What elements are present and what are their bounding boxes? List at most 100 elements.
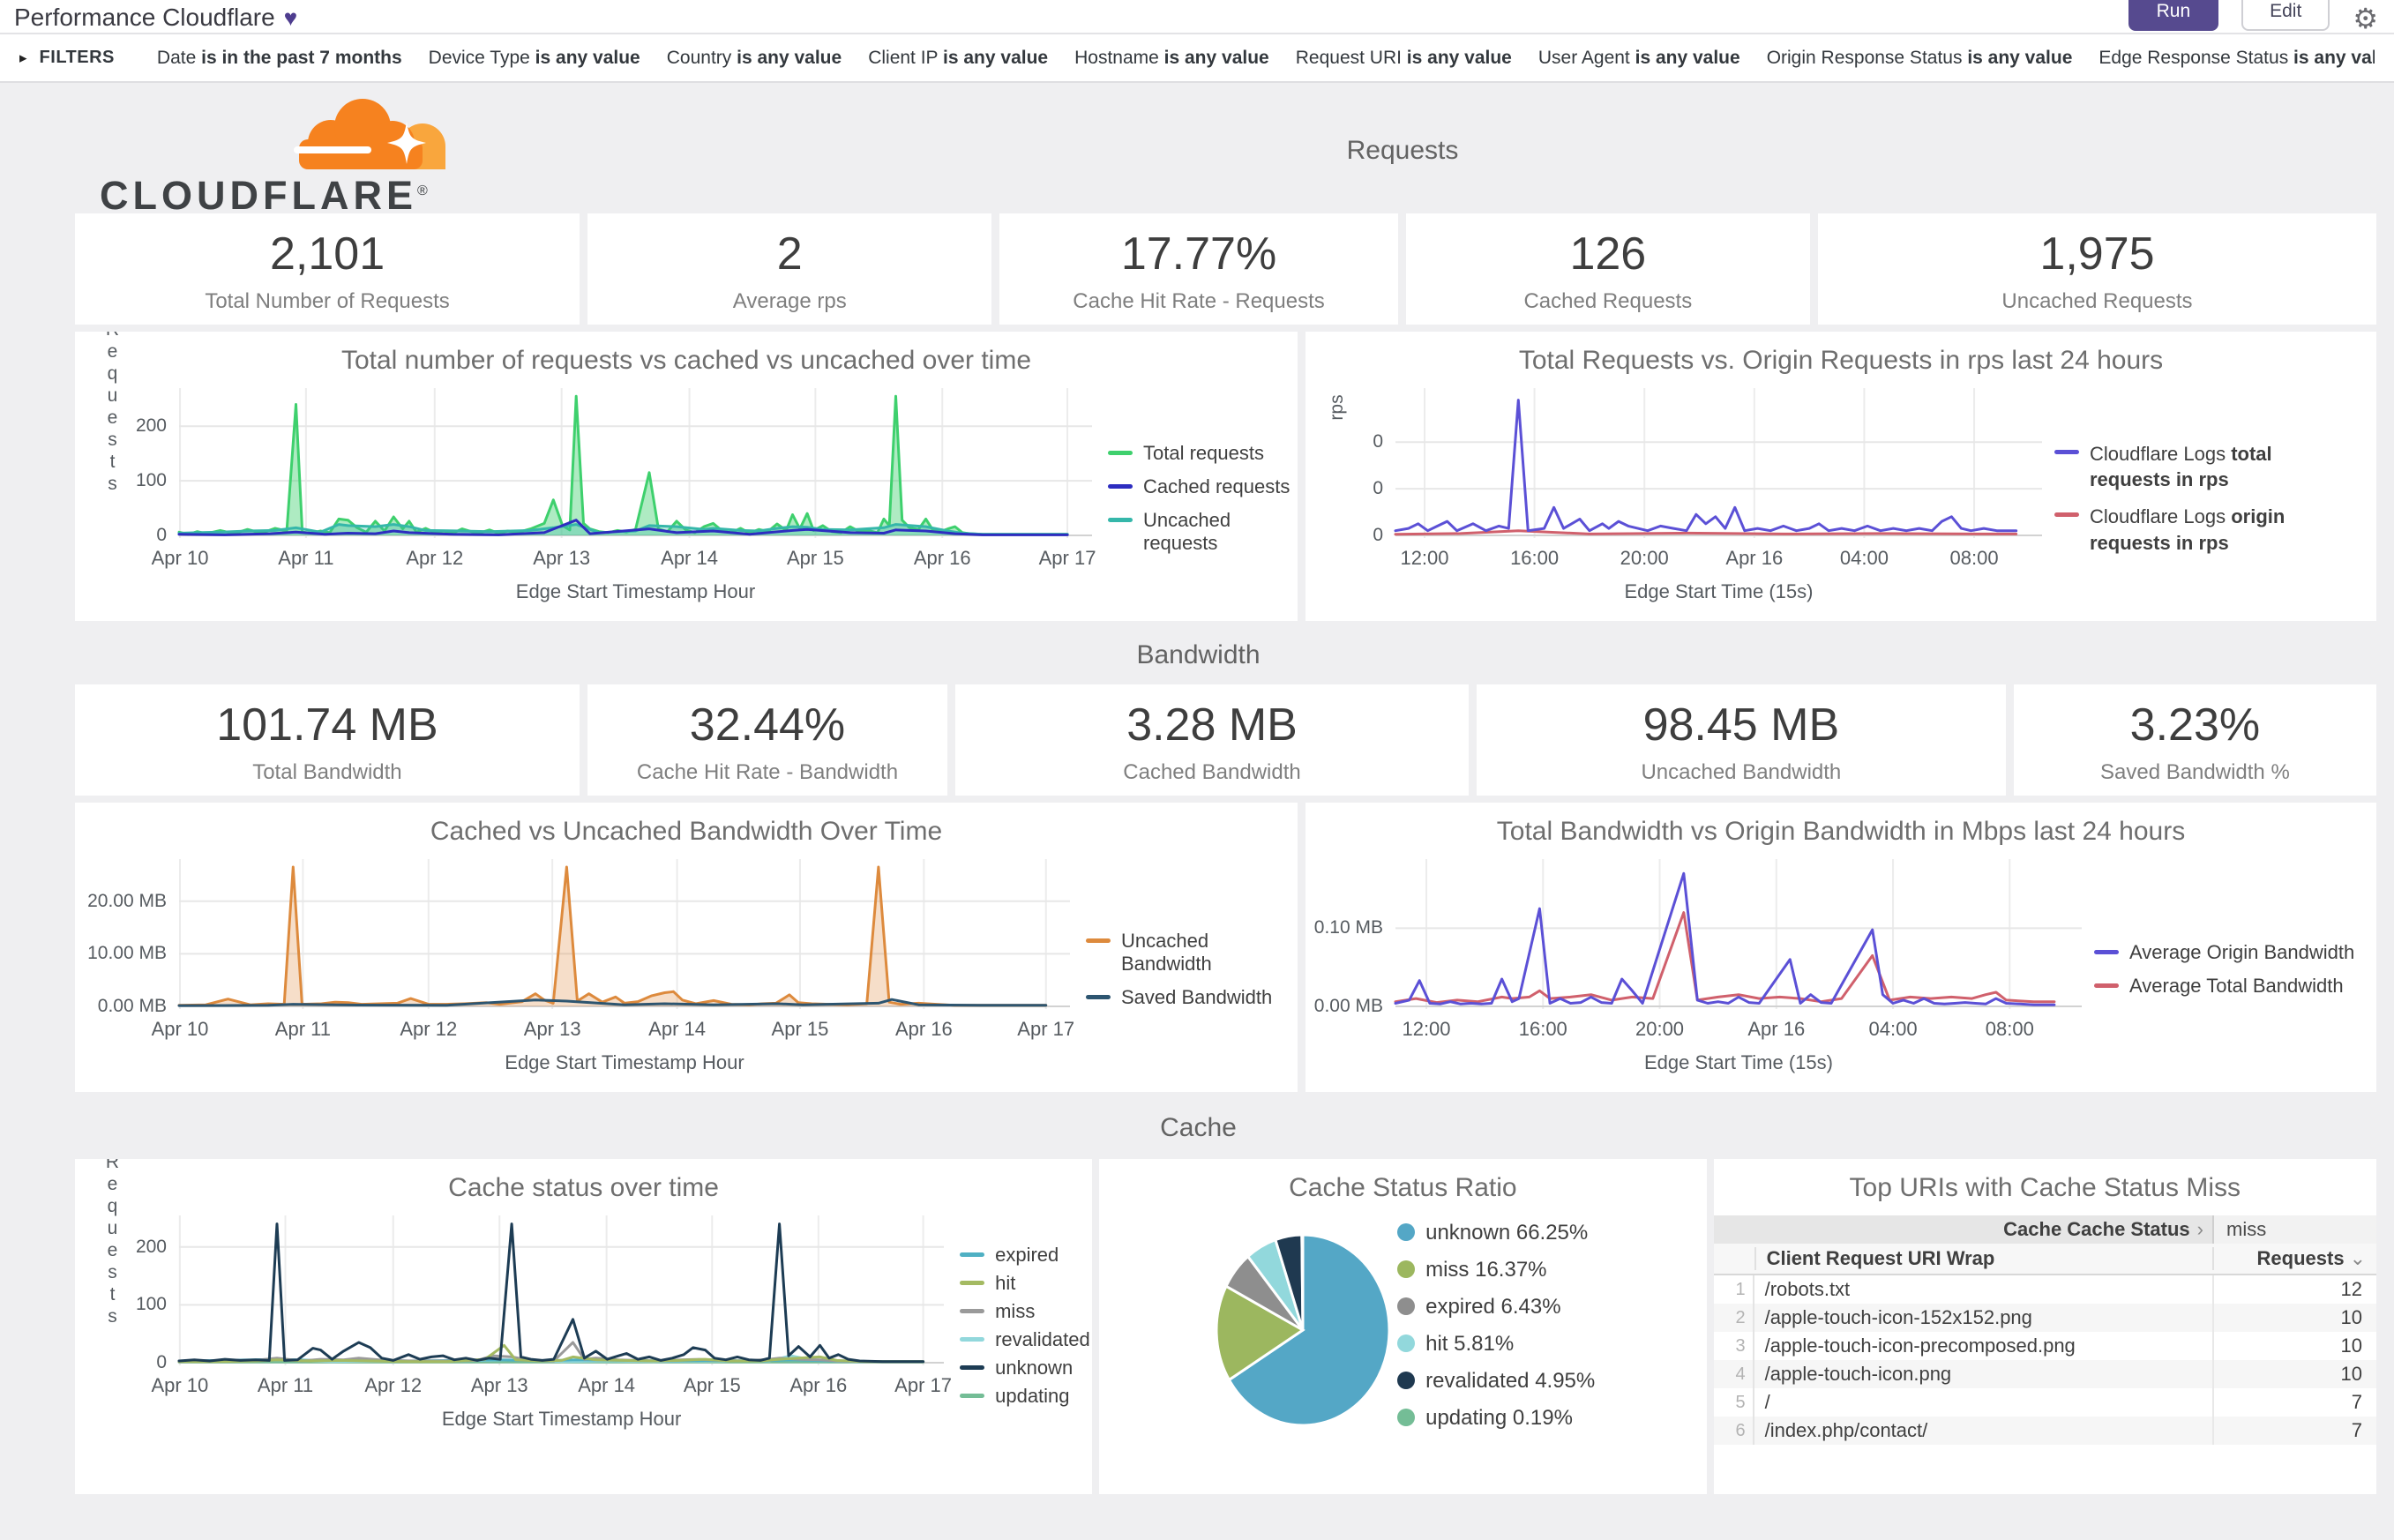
cell-uri[interactable]: /apple-touch-icon.png — [1764, 1363, 1952, 1385]
pie-slice-miss[interactable] — [1215, 1284, 1305, 1382]
filter-item[interactable]: Origin Response Status is any value — [1767, 48, 2073, 69]
table-row: 5 / 7 — [1714, 1388, 2376, 1417]
cell-uri[interactable]: /apple-touch-icon-152x152.png — [1764, 1306, 2032, 1328]
legend-item[interactable]: revalidated — [960, 1328, 1090, 1351]
y-tick-label: 0 — [1373, 525, 1383, 545]
chart-title: Cache status over time — [448, 1173, 719, 1202]
y-axis-title: Requests — [102, 332, 123, 496]
pie-canvas — [1215, 1233, 1391, 1427]
cell-requests[interactable]: 10 — [2212, 1304, 2376, 1332]
filter-value: is any value — [535, 47, 640, 68]
legend-item[interactable]: expired 6.43% — [1397, 1295, 1657, 1319]
legend-item[interactable]: Average Origin Bandwidth — [2094, 941, 2371, 964]
edit-button[interactable]: Edit — [2241, 0, 2330, 31]
table-row: 3/apple-touch-icon-precomposed.png 10 — [1714, 1332, 2376, 1360]
filter-item[interactable]: Edge Response Status is any value — [2098, 48, 2375, 69]
cell-requests[interactable]: 10 — [2212, 1332, 2376, 1360]
pie-slice-updating[interactable] — [1300, 1233, 1305, 1331]
legend-label: updating — [995, 1385, 1070, 1407]
cell-requests[interactable]: 10 — [2212, 1360, 2376, 1388]
x-tick-label: Apr 17 — [894, 1374, 952, 1396]
chart-legend: expired hit miss revalidated unknown updating — [960, 1215, 1092, 1436]
legend-item[interactable]: Average Total Bandwidth — [2094, 975, 2371, 998]
page-title-text: Performance Cloudflare — [14, 4, 275, 31]
legend-item[interactable]: Saved Bandwidth — [1086, 986, 1292, 1009]
column-header-uri[interactable]: Client Request URI Wrap — [1754, 1247, 2212, 1270]
legend-swatch — [960, 1365, 985, 1370]
filter-item[interactable]: Device Type is any value — [429, 48, 640, 69]
chart-panel-requests-over-time: Total number of requests vs cached vs un… — [75, 332, 1298, 621]
x-tick-label: Apr 12 — [364, 1374, 423, 1396]
legend-item[interactable]: Cached requests — [1108, 475, 1292, 498]
y-tick-label: 200 — [135, 1236, 167, 1257]
bandwidth-charts-row: Cached vs Uncached Bandwidth Over Time E… — [75, 803, 2376, 1092]
legend-swatch — [2094, 950, 2119, 954]
kpi-tile: 17.77% Cache Hit Rate - Requests — [999, 213, 1398, 325]
y-tick-label: 200 — [135, 415, 167, 437]
filter-item[interactable]: Hostname is any value — [1074, 48, 1269, 69]
legend-swatch — [1108, 518, 1133, 522]
legend-label: expired 6.43% — [1425, 1295, 1561, 1319]
x-tick-label: Apr 14 — [578, 1374, 636, 1396]
kpi-label: Average rps — [732, 289, 847, 313]
kpi-tile: 32.44% Cache Hit Rate - Bandwidth — [587, 684, 948, 796]
kpi-tile: 101.74 MB Total Bandwidth — [75, 684, 580, 796]
legend-item[interactable]: hit 5.81% — [1397, 1332, 1657, 1357]
filter-item[interactable]: Date is in the past 7 months — [157, 48, 402, 69]
legend-item[interactable]: expired — [960, 1244, 1087, 1267]
y-axis-title: rps — [1327, 394, 1347, 421]
chevron-right-icon[interactable]: › — [2196, 1218, 2203, 1240]
legend-item[interactable]: Uncached Bandwidth — [1086, 930, 1292, 976]
filter-item[interactable]: User Agent is any value — [1538, 48, 1740, 69]
cell-uri[interactable]: /apple-touch-icon-precomposed.png — [1764, 1334, 2076, 1357]
legend-item[interactable]: hit — [960, 1272, 1087, 1295]
top-bar: Performance Cloudflare ♥ Run Edit ⚙ — [0, 0, 2394, 34]
filter-item[interactable]: Client IP is any value — [868, 48, 1048, 69]
cache-row: Cache status over time Requests Edge Sta… — [75, 1159, 2376, 1494]
cell-requests[interactable]: 7 — [2212, 1417, 2376, 1445]
y-tick-label: 0 — [1373, 431, 1383, 452]
filters-caret-icon[interactable]: ▸ — [19, 49, 27, 66]
column-header-requests[interactable]: Requests ⌄ — [2212, 1247, 2376, 1270]
y-tick-label: 20.00 MB — [87, 890, 167, 911]
cell-uri[interactable]: / — [1764, 1391, 1770, 1413]
legend-item[interactable]: unknown — [960, 1357, 1087, 1379]
chart-panel-cache-status-ratio: Cache Status Ratio unknown 66.25% miss 16… — [1099, 1159, 1707, 1494]
x-tick-label: Apr 17 — [1017, 1018, 1075, 1040]
run-button[interactable]: Run — [2128, 0, 2219, 31]
legend-item[interactable]: unknown 66.25% — [1397, 1221, 1657, 1245]
cell-uri[interactable]: /index.php/contact/ — [1764, 1419, 1928, 1441]
filters-label[interactable]: FILTERS — [39, 48, 115, 67]
legend-item[interactable]: updating 0.19% — [1397, 1406, 1657, 1431]
cell-uri[interactable]: /robots.txt — [1764, 1278, 1851, 1300]
legend-item[interactable]: updating — [960, 1385, 1087, 1408]
x-tick-label: Apr 11 — [278, 547, 334, 569]
legend-item[interactable]: Cloudflare Logs origin requests in rps — [2054, 504, 2371, 556]
legend-item[interactable]: revalidated 4.95% — [1397, 1369, 1657, 1394]
legend-item[interactable]: Cloudflare Logs total requests in rps — [2054, 441, 2371, 493]
x-tick-label: Apr 16 — [894, 1018, 953, 1040]
legend-swatch — [960, 1337, 985, 1342]
pie-chart-cache-status-ratio — [1212, 1224, 1397, 1436]
x-tick-label: Apr 15 — [683, 1374, 741, 1396]
x-tick-label: Apr 15 — [786, 547, 844, 569]
cloudflare-logo-text: CLOUDFLARE® — [100, 173, 432, 218]
chart-title: Total Requests vs. Origin Requests in rp… — [1518, 346, 2164, 375]
line-chart-cache-status: Edge Start Timestamp Hour 0 100 200 Apr 10 A… — [136, 1215, 952, 1430]
x-tick-label: Apr 17 — [1038, 547, 1096, 569]
legend-item[interactable]: Uncached requests — [1108, 509, 1292, 555]
filter-name: Client IP — [868, 47, 944, 68]
legend-swatch — [960, 1252, 985, 1257]
filter-item[interactable]: Country is any value — [667, 48, 842, 69]
cell-requests[interactable]: 12 — [2212, 1275, 2376, 1304]
cell-requests[interactable]: 7 — [2212, 1388, 2376, 1417]
gear-icon[interactable]: ⚙ — [2353, 3, 2378, 34]
legend-item[interactable]: Total requests — [1108, 442, 1292, 465]
legend-label: Uncached Bandwidth — [1121, 930, 1212, 975]
filter-value: is any value — [2293, 47, 2375, 68]
filter-item[interactable]: Request URI is any value — [1296, 48, 1512, 69]
legend-item[interactable]: miss — [960, 1300, 1087, 1323]
legend-item[interactable]: miss 16.37% — [1397, 1258, 1657, 1282]
kpi-label: Uncached Bandwidth — [1641, 760, 1842, 784]
pie-slice-unknown[interactable] — [1227, 1233, 1391, 1427]
